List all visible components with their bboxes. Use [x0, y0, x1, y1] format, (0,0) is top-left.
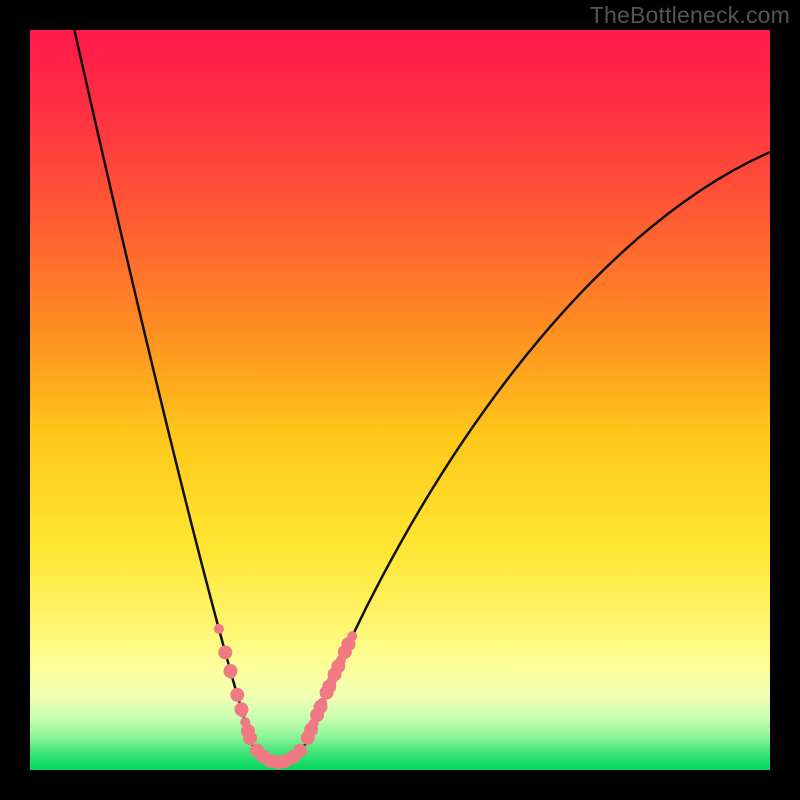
data-marker [347, 631, 357, 641]
data-marker [214, 624, 224, 634]
bottleneck-chart-svg [0, 0, 800, 800]
data-marker [226, 669, 236, 679]
data-marker [293, 744, 307, 758]
chart-root: TheBottleneck.com [0, 0, 800, 800]
data-marker [218, 645, 232, 659]
data-marker [246, 735, 256, 745]
watermark-text: TheBottleneck.com [590, 2, 790, 29]
data-marker [237, 707, 247, 717]
plot-background [30, 30, 770, 770]
data-marker [230, 688, 244, 702]
